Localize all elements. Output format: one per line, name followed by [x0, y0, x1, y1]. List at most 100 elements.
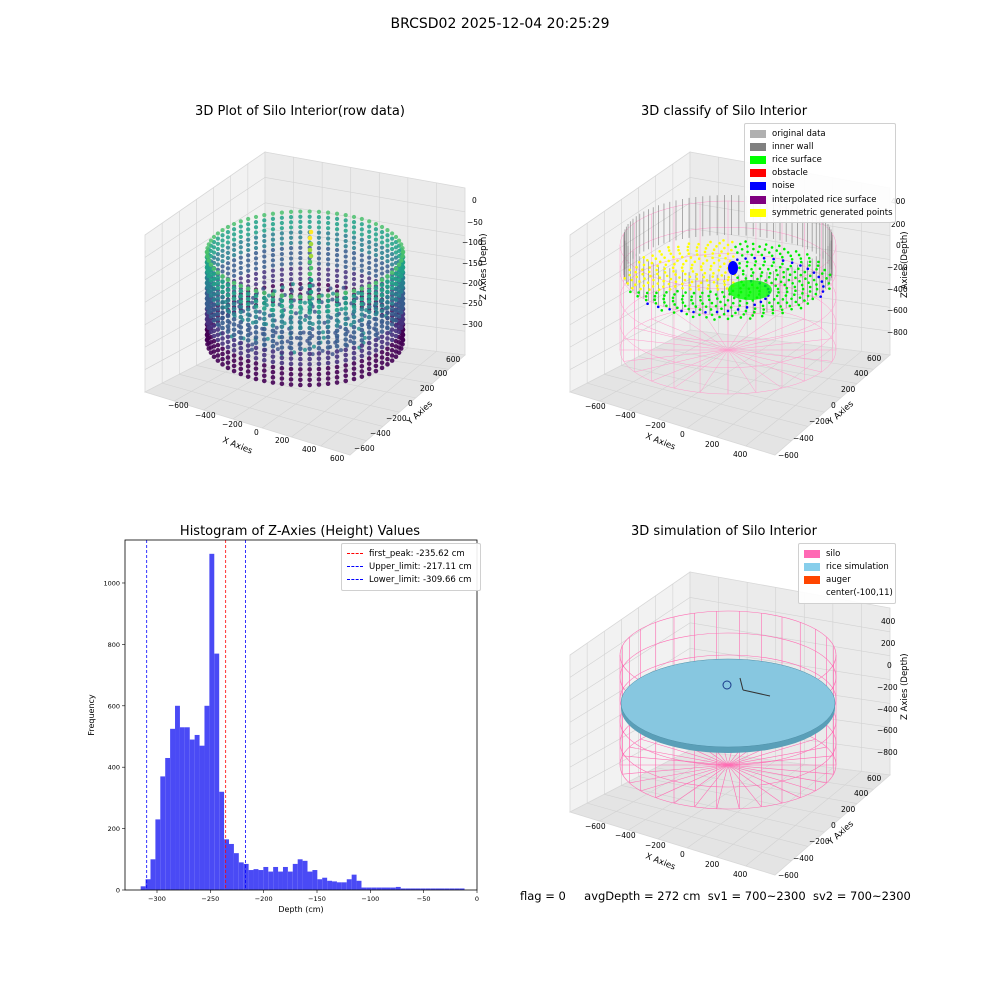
classified-point	[754, 260, 758, 263]
data-point	[307, 247, 313, 253]
data-point	[261, 332, 267, 337]
classified-point	[674, 280, 678, 284]
data-point	[359, 268, 364, 273]
data-point	[359, 301, 365, 307]
classified-point	[702, 275, 706, 279]
data-point	[215, 316, 221, 322]
data-point	[253, 340, 259, 346]
data-point	[367, 265, 372, 271]
data-point	[334, 338, 340, 344]
classified-point	[820, 280, 824, 283]
data-point	[215, 342, 221, 348]
classified-point	[719, 265, 722, 268]
data-point	[279, 371, 285, 376]
histogram-legend-item: first_peak: -235.62 cm	[347, 547, 475, 560]
data-point	[288, 346, 294, 351]
cls-x-tick: −200	[645, 421, 666, 430]
data-point	[359, 258, 364, 263]
data-point	[298, 294, 303, 300]
data-point	[245, 369, 251, 374]
classified-point	[815, 267, 818, 271]
classified-point	[680, 255, 684, 259]
legend-item: auger	[804, 573, 890, 586]
data-point	[367, 271, 372, 276]
classified-point	[642, 256, 646, 259]
data-point	[211, 354, 217, 360]
data-point	[274, 341, 279, 346]
sim-z-axis-label: Z Axies (Depth)	[900, 653, 910, 720]
data-point	[359, 242, 364, 247]
classified-point	[794, 276, 797, 280]
histogram-bar	[199, 745, 205, 890]
legend-item: original data	[750, 127, 890, 140]
data-point	[307, 219, 312, 224]
classified-point	[694, 305, 698, 308]
data-point	[385, 233, 390, 238]
classified-point	[734, 311, 737, 315]
auger-arm	[742, 689, 771, 697]
data-point	[326, 226, 331, 231]
data-point	[270, 375, 276, 380]
data-point	[393, 297, 399, 303]
data-point	[261, 342, 267, 347]
classified-point	[726, 252, 730, 256]
classified-point	[714, 304, 718, 308]
data-point	[379, 324, 385, 329]
data-point	[393, 344, 399, 349]
data-point	[253, 245, 259, 251]
data-point	[316, 261, 322, 266]
classified-point	[698, 313, 701, 317]
data-point	[366, 366, 372, 372]
data-point	[400, 246, 405, 251]
data-point	[379, 308, 385, 314]
classified-point	[623, 276, 627, 280]
classified-point	[643, 277, 646, 280]
data-point	[307, 325, 312, 331]
data-point	[330, 297, 335, 302]
data-point	[215, 257, 220, 262]
data-point	[253, 314, 259, 320]
classified-point	[779, 305, 782, 308]
classified-point	[731, 240, 734, 244]
histogram-bar	[268, 871, 274, 890]
data-point	[366, 319, 372, 325]
classified-point	[762, 256, 766, 260]
data-point	[373, 348, 379, 353]
data-point	[362, 335, 367, 340]
classified-point	[808, 264, 811, 267]
classified-point	[699, 298, 702, 302]
sim-x-tick: −400	[615, 831, 636, 840]
data-point	[220, 330, 225, 336]
data-point	[316, 356, 322, 361]
classified-point	[662, 297, 666, 301]
classified-point	[807, 256, 811, 260]
data-point	[334, 380, 340, 385]
legend-swatch	[750, 208, 766, 217]
classified-point	[688, 284, 692, 287]
data-point	[343, 326, 349, 332]
classified-point	[695, 253, 699, 256]
data-point	[215, 280, 221, 286]
classified-point	[718, 241, 721, 245]
data-point	[339, 348, 344, 353]
histogram-bar	[312, 870, 318, 890]
classified-point	[671, 296, 675, 300]
data-point	[215, 285, 221, 291]
data-point	[326, 267, 331, 272]
data-point	[343, 244, 348, 249]
raw-data-3d-plot: −600 −400 −200 0 200 400 600 −600 −400 −…	[143, 151, 489, 463]
data-point	[351, 335, 357, 340]
classified-point	[644, 298, 648, 302]
classified-point	[775, 249, 778, 252]
data-point	[379, 255, 385, 261]
data-point	[270, 297, 276, 303]
classified-point	[653, 294, 657, 298]
classified-point	[630, 278, 634, 282]
data-point	[334, 258, 340, 263]
classified-point	[762, 263, 765, 267]
classified-point	[665, 304, 668, 308]
data-point	[253, 240, 259, 245]
histogram-bar	[327, 880, 333, 890]
data-point	[288, 235, 294, 240]
classified-point	[704, 305, 708, 308]
